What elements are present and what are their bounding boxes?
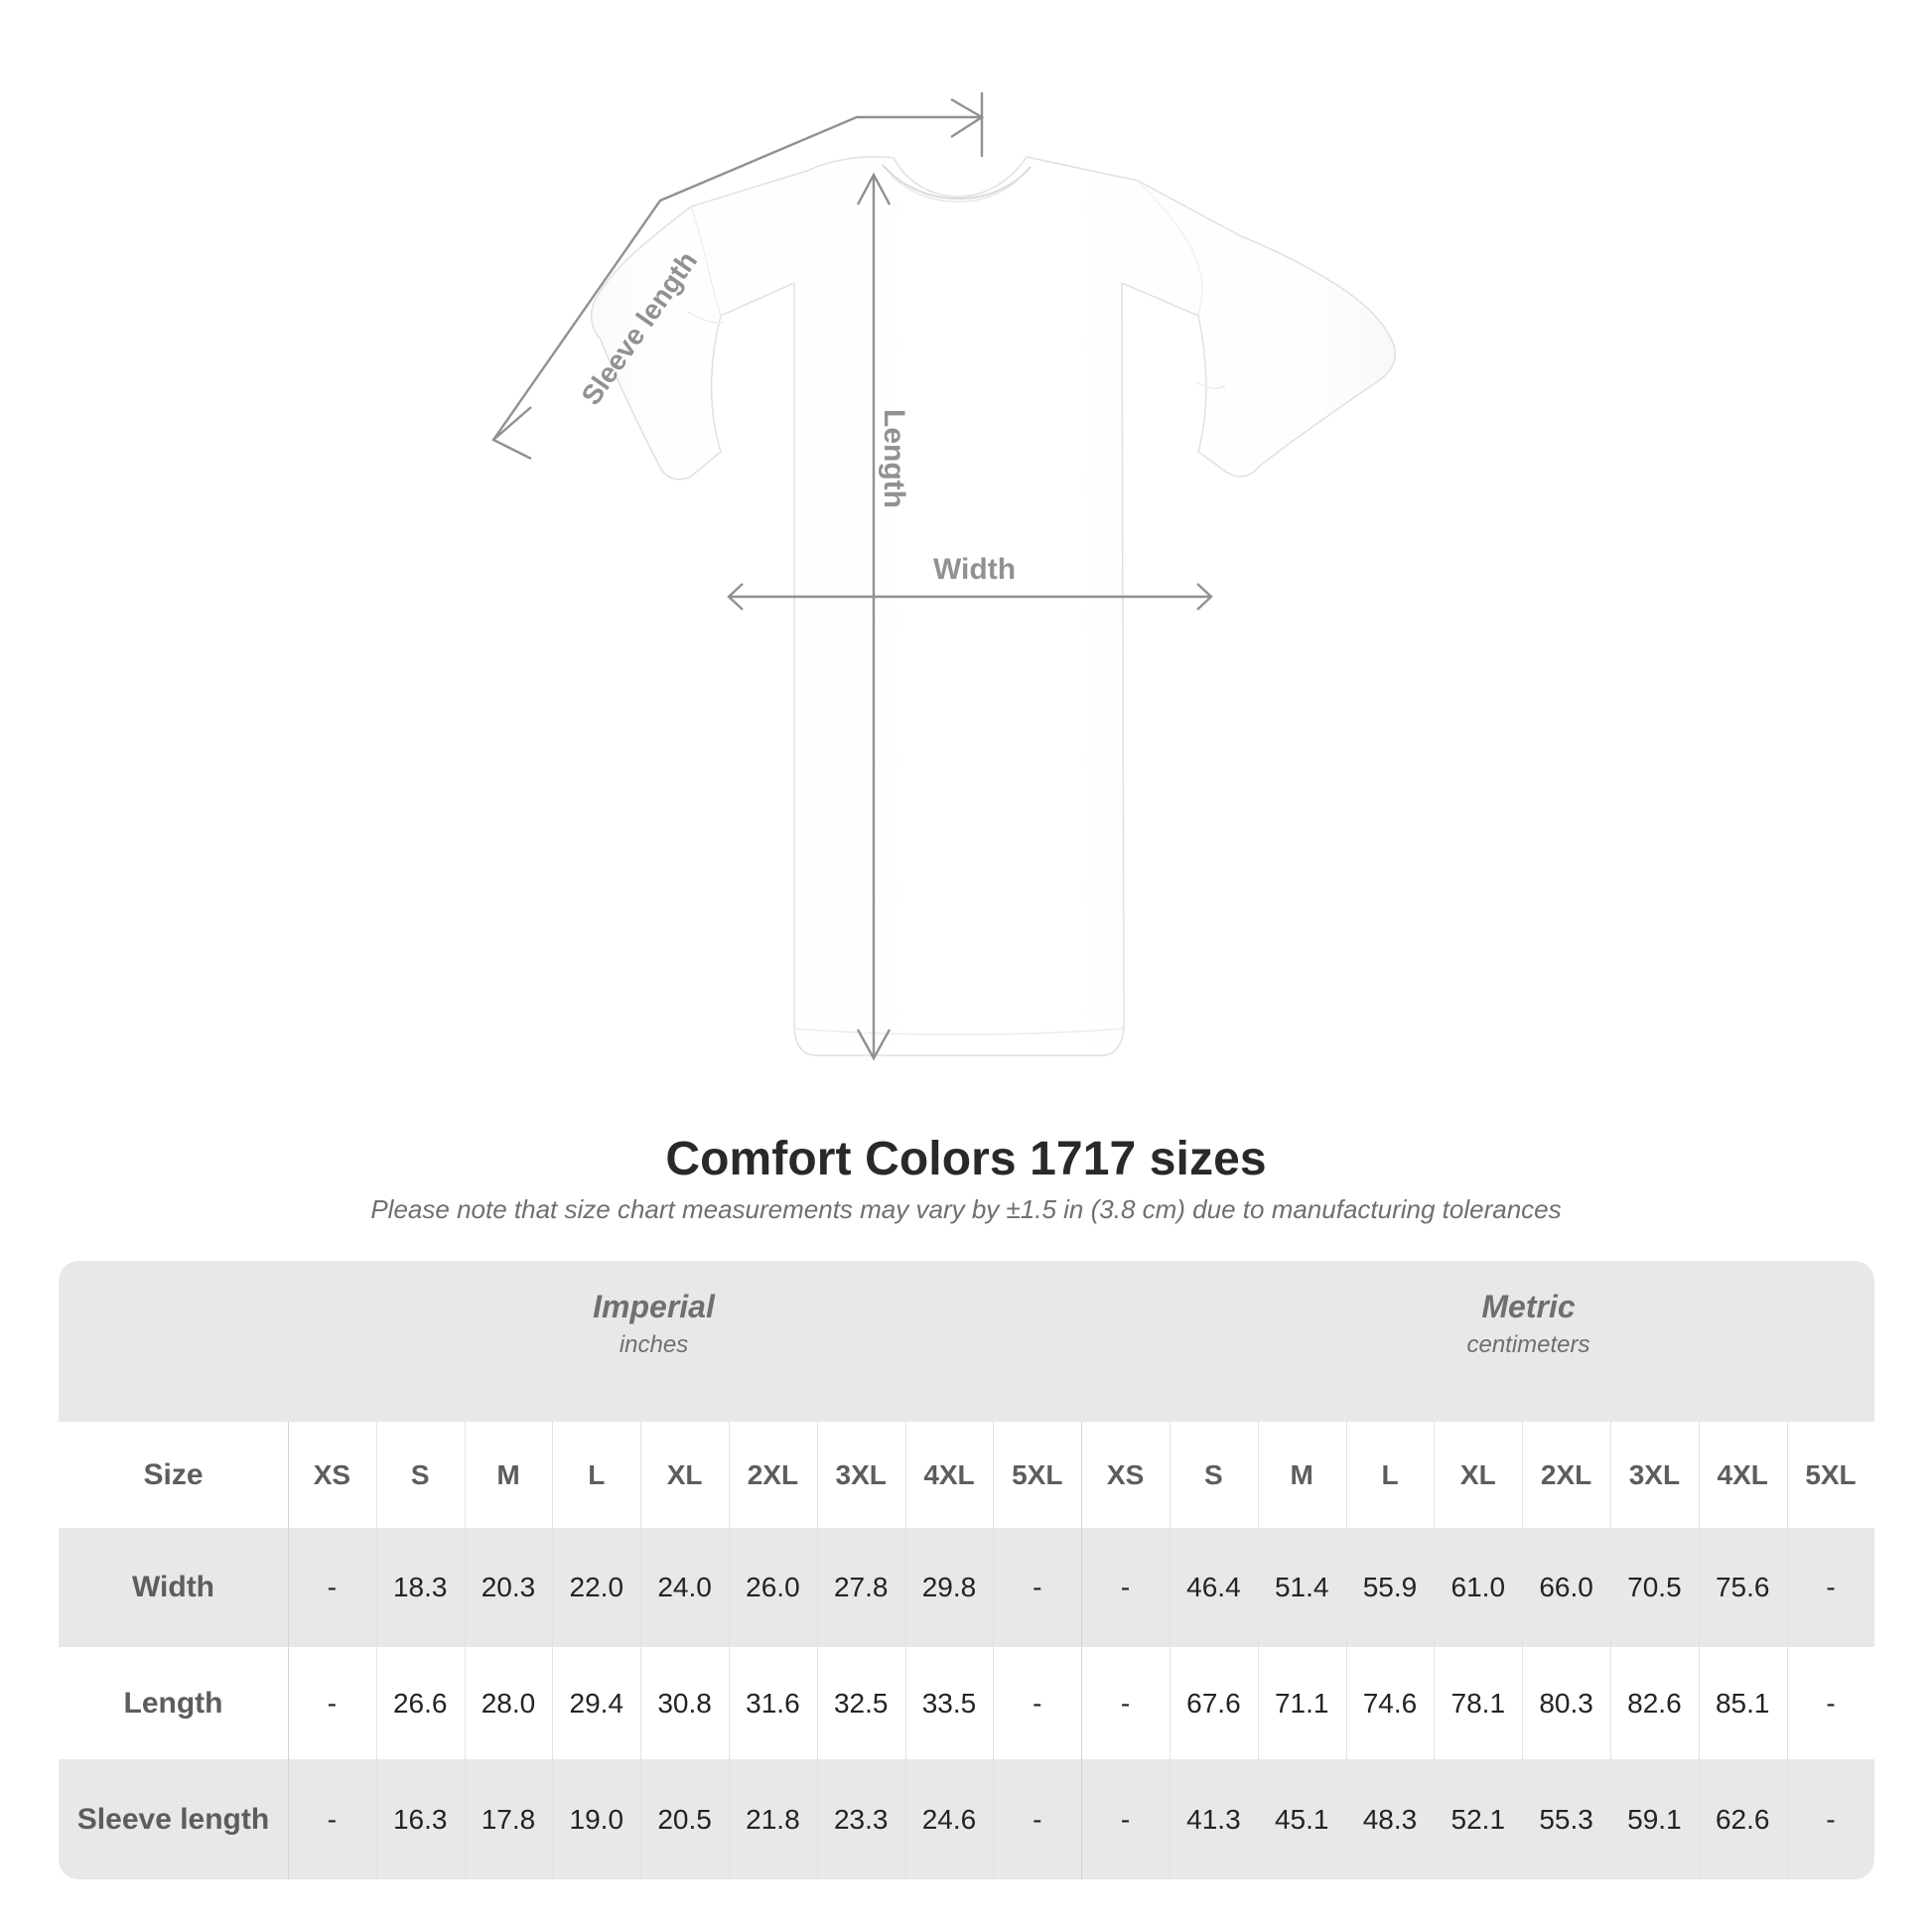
svg-text:Width: Width bbox=[933, 553, 1016, 586]
svg-text:Length: Length bbox=[878, 409, 910, 508]
